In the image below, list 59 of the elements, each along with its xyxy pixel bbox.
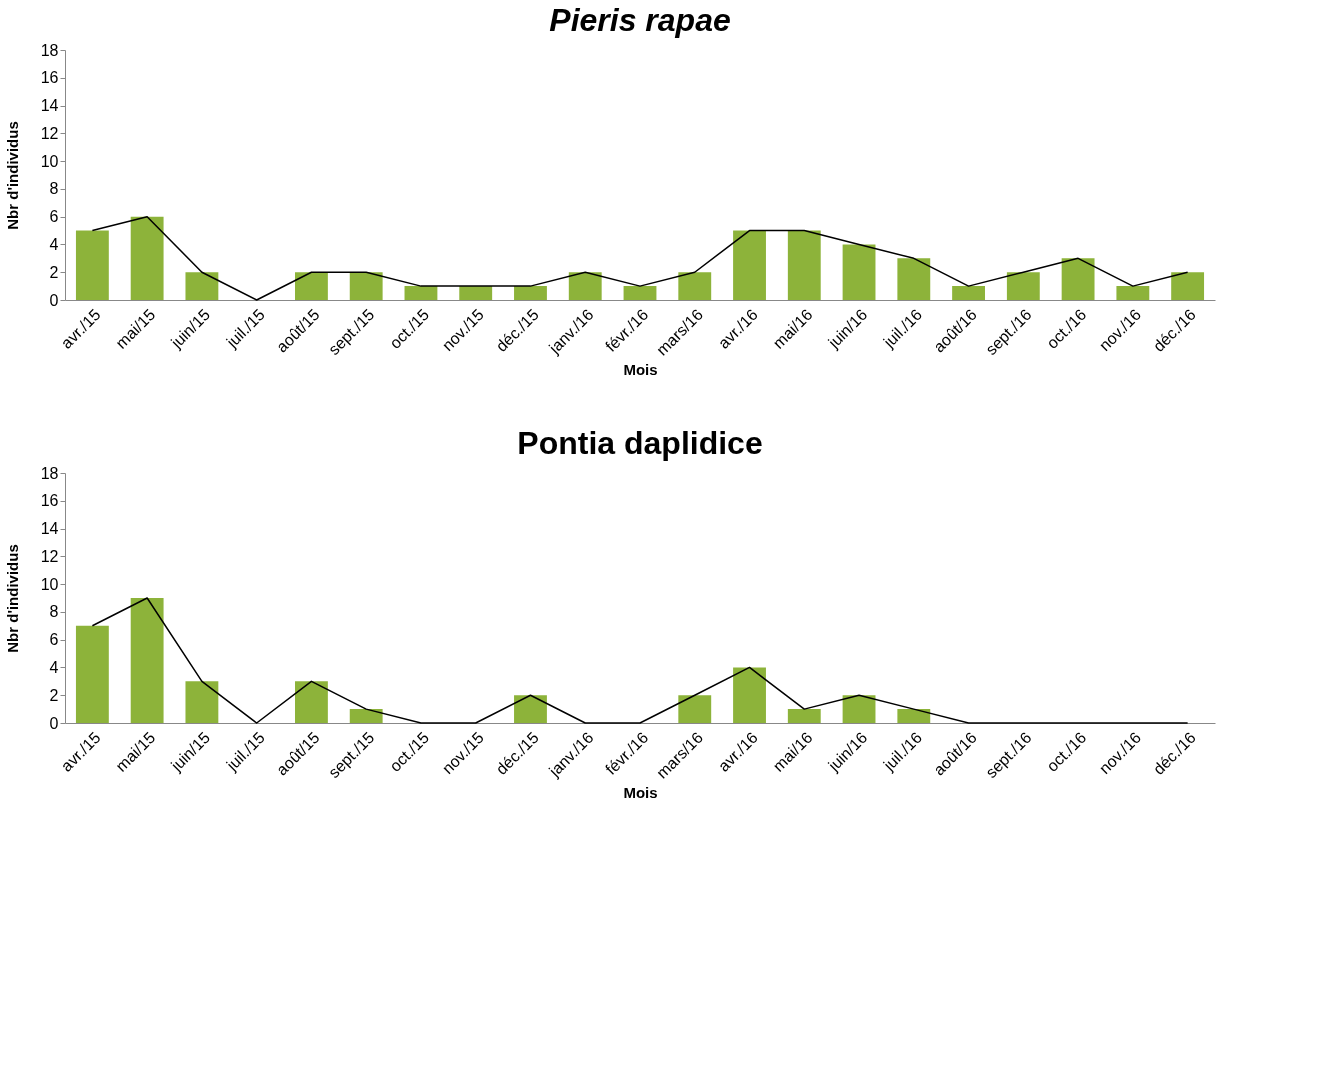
bar xyxy=(733,230,766,300)
bar xyxy=(897,709,931,723)
bar xyxy=(514,695,547,723)
bar xyxy=(787,709,821,723)
y-tick-label: 18 xyxy=(40,464,59,482)
bar xyxy=(459,286,493,300)
bar xyxy=(623,286,657,300)
bar xyxy=(349,272,383,300)
bar xyxy=(952,286,985,300)
bar xyxy=(514,286,547,300)
y-tick-label: 8 xyxy=(49,180,59,198)
y-axis-title: Nbr d'individus xyxy=(3,544,21,653)
bar xyxy=(295,272,328,300)
y-tick-label: 18 xyxy=(40,41,59,59)
bar xyxy=(733,667,766,723)
bar xyxy=(404,286,438,300)
bar xyxy=(130,216,164,300)
bar xyxy=(75,230,109,300)
bar xyxy=(678,272,712,300)
y-tick-label: 8 xyxy=(49,603,59,621)
bar xyxy=(897,258,931,300)
y-tick-label: 4 xyxy=(49,658,59,676)
y-tick-label: 0 xyxy=(49,714,59,732)
x-axis-title: Mois xyxy=(623,783,658,801)
line-series xyxy=(91,597,1189,724)
chart-title: Pieris rapae xyxy=(549,2,731,38)
y-axis-title: Nbr d'individus xyxy=(3,121,21,230)
bar xyxy=(349,709,383,723)
bar xyxy=(185,272,219,300)
y-tick-label: 12 xyxy=(40,124,59,142)
y-tick-label: 4 xyxy=(49,235,59,253)
bar xyxy=(842,244,876,300)
bar xyxy=(842,695,876,723)
y-tick-label: 16 xyxy=(40,492,59,510)
y-tick-label: 10 xyxy=(40,152,59,170)
y-tick-label: 14 xyxy=(40,97,59,115)
chart-title: Pontia daplidice xyxy=(517,425,763,461)
bar xyxy=(1006,272,1040,300)
bar xyxy=(1061,258,1095,300)
y-tick-label: 10 xyxy=(40,575,59,593)
line-series xyxy=(91,215,1189,301)
y-tick-label: 2 xyxy=(49,263,59,281)
bar xyxy=(1171,272,1205,300)
y-tick-label: 16 xyxy=(40,69,59,87)
y-tick-label: 6 xyxy=(49,208,59,226)
y-tick-label: 2 xyxy=(49,686,59,704)
bar xyxy=(678,695,712,723)
y-tick-label: 12 xyxy=(40,547,59,565)
bar xyxy=(1116,286,1150,300)
bar xyxy=(130,598,164,723)
bar xyxy=(185,681,219,723)
bar xyxy=(295,681,328,723)
bar xyxy=(568,272,602,300)
y-tick-label: 0 xyxy=(49,291,59,309)
x-axis-title: Mois xyxy=(623,360,658,378)
y-tick-label: 6 xyxy=(49,631,59,649)
y-tick-label: 14 xyxy=(40,520,59,538)
bar xyxy=(787,230,821,300)
bar xyxy=(75,625,109,723)
